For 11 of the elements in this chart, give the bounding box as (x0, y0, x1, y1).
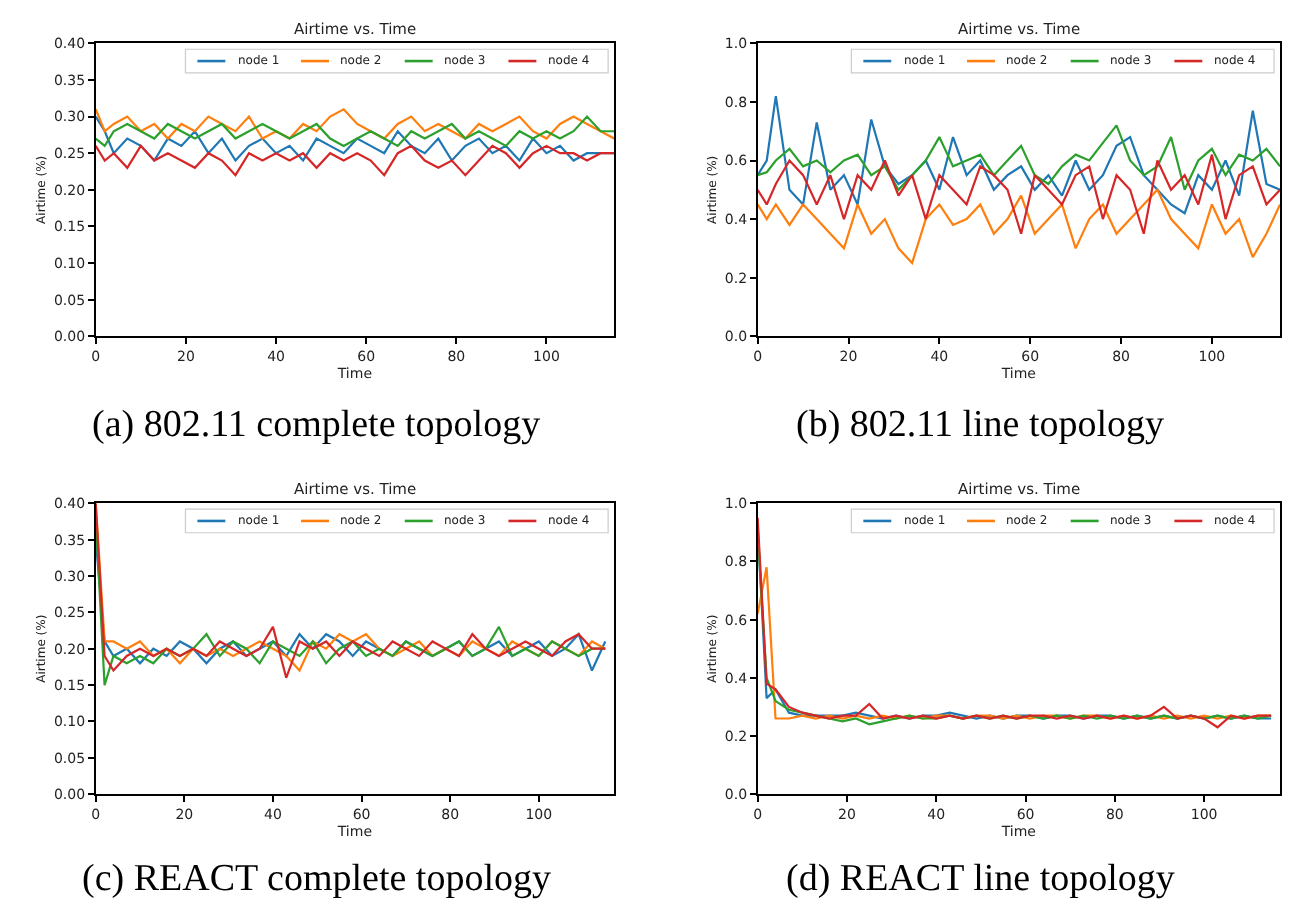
line-series (95, 144, 615, 177)
line-series (95, 115, 615, 147)
line-series (757, 153, 1281, 235)
text: (c) REACT complete topology (82, 858, 552, 900)
line-series (95, 108, 615, 140)
text: (a) 802.11 complete topology (92, 404, 542, 446)
text: (b) 802.11 line topology (796, 404, 1165, 446)
text: (d) REACT line topology (786, 858, 1176, 900)
line-series (757, 188, 1281, 265)
line-series (757, 124, 1281, 191)
line-series (757, 95, 1281, 215)
